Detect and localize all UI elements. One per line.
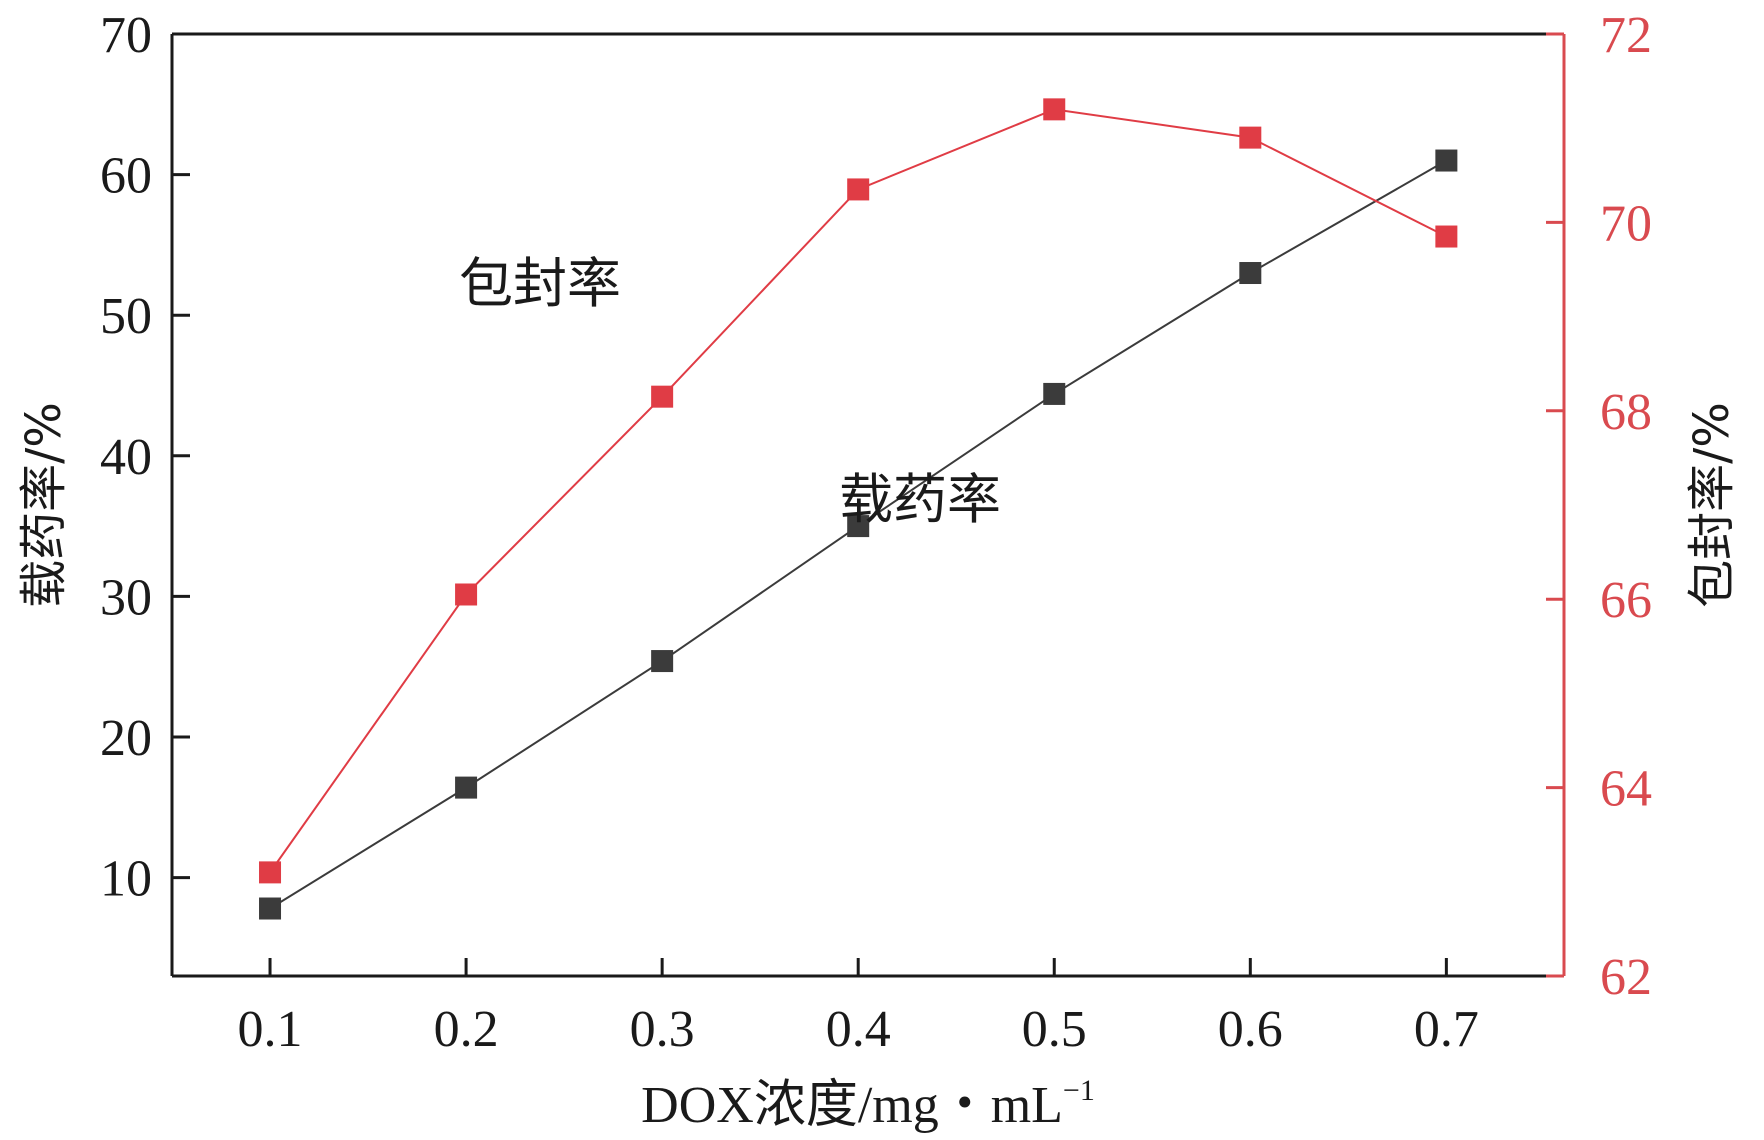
series-2-point <box>651 385 674 408</box>
x-tick-label: 0.7 <box>1414 1001 1479 1058</box>
series-annotation-loading: 载药率 <box>839 468 1001 531</box>
series-2-point <box>1239 126 1262 149</box>
series-2-point <box>1435 225 1458 248</box>
x-tick-label: 0.1 <box>238 1001 303 1058</box>
y-left-axis-title: 载药率/% <box>16 402 72 608</box>
y-left-tick-label: 40 <box>100 429 152 486</box>
series-markers <box>259 98 1458 920</box>
axis-labels: 0.1 0.2 0.3 0.4 0.5 0.6 0.7 10 20 30 40 50 60 70 62 64 6… <box>16 7 1740 1134</box>
y-right-tick-label: 62 <box>1600 949 1652 1006</box>
x-axis-title-superscript: −1 <box>1063 1074 1095 1107</box>
series-2-point <box>847 178 870 201</box>
x-tick-label: 0.5 <box>1022 1001 1087 1058</box>
series-1-point <box>1435 149 1458 172</box>
series-2-point <box>455 583 478 606</box>
x-tick-label: 0.2 <box>434 1001 499 1058</box>
series-2-point <box>1043 98 1066 121</box>
series-1-point <box>1239 262 1262 285</box>
x-axis-title: DOX浓度/mg・mL−1 <box>641 1074 1095 1134</box>
series-1-point <box>455 776 478 799</box>
y-right-tick-label: 70 <box>1600 195 1652 252</box>
y-right-tick-label: 72 <box>1600 7 1652 64</box>
x-tick-label: 0.3 <box>630 1001 695 1058</box>
y-left-tick-label: 20 <box>100 710 152 767</box>
y-left-tick-label: 30 <box>100 569 152 626</box>
series-1-point <box>847 515 870 538</box>
y-left-tick-label: 60 <box>100 148 152 205</box>
y-right-tick-label: 66 <box>1600 572 1652 629</box>
y-left-tick-label: 50 <box>100 288 152 345</box>
y-right-axis-title: 包封率/% <box>1684 402 1740 608</box>
axes <box>170 32 1566 978</box>
y-right-tick-label: 68 <box>1600 384 1652 441</box>
series-2-point <box>259 861 282 884</box>
series-annotation-encapsulation: 包封率 <box>459 252 621 315</box>
y-left-tick-label: 70 <box>100 7 152 64</box>
x-axis-title-main: DOX浓度/mg・mL <box>641 1077 1063 1134</box>
series-1-point <box>259 897 282 920</box>
series-1-point <box>1043 382 1066 405</box>
x-tick-label: 0.6 <box>1218 1001 1283 1058</box>
x-tick-label: 0.4 <box>826 1001 891 1058</box>
y-left-tick-label: 10 <box>100 851 152 908</box>
y-right-tick-label: 64 <box>1600 761 1652 818</box>
series-1-point <box>651 650 674 673</box>
